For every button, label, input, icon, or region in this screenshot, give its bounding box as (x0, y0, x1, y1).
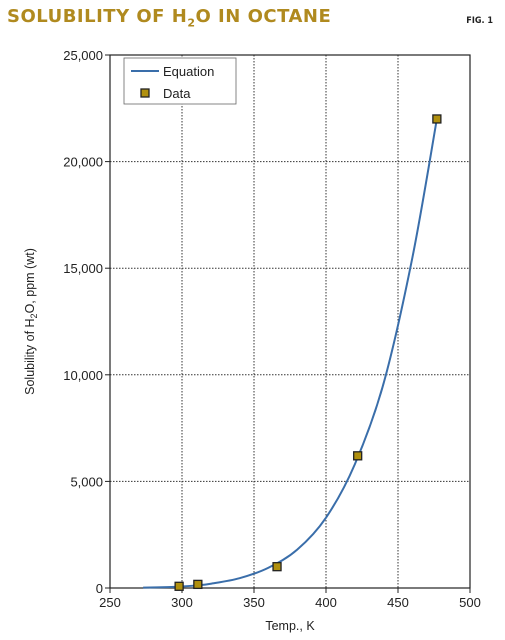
series-line-equation (143, 118, 438, 589)
y-tick-label: 10,000 (63, 368, 103, 383)
y-axis-label-sub: 2 (29, 313, 39, 318)
y-axis-label: Solubility of H2O, ppm (wt) (23, 248, 39, 395)
chart-title-post: O IN OCTANE (195, 6, 332, 27)
data-point (432, 114, 442, 124)
legend: Equation Data (123, 57, 237, 105)
y-axis-label-post: O, ppm (wt) (23, 248, 37, 313)
legend-label-data: Data (163, 86, 191, 101)
chart-title: SOLUBILITY OF H2O IN OCTANE (7, 6, 331, 30)
y-tick-label: 0 (96, 581, 103, 596)
x-tick-label: 250 (99, 595, 121, 610)
y-tick-label: 25,000 (63, 48, 103, 63)
series-group (143, 114, 442, 591)
y-axis-label-pre: Solubility of H (23, 318, 37, 394)
y-axis-ticks: 0 5,000 10,000 15,000 20,000 25,000 (63, 48, 110, 596)
chart-title-sub: 2 (187, 16, 196, 30)
legend-marker-swatch (140, 88, 150, 98)
y-tick-label: 20,000 (63, 155, 103, 170)
x-tick-label: 450 (387, 595, 409, 610)
legend-label-equation: Equation (163, 64, 214, 79)
x-axis-ticks: 250 300 350 400 450 500 (99, 588, 481, 610)
chart-title-pre: SOLUBILITY OF H (7, 6, 188, 27)
plot-frame (109, 54, 471, 589)
grid-lines (110, 55, 470, 588)
data-point (353, 451, 363, 461)
x-tick-label: 300 (171, 595, 193, 610)
legend-box (123, 57, 237, 105)
x-tick-label: 350 (243, 595, 265, 610)
x-axis-label: Temp., K (265, 619, 315, 633)
x-tick-label: 500 (459, 595, 481, 610)
data-point (174, 581, 184, 591)
data-point (193, 579, 203, 590)
x-tick-label: 400 (315, 595, 337, 610)
y-tick-label: 5,000 (70, 474, 103, 489)
data-point (272, 562, 282, 572)
figure-label: FIG. 1 (466, 16, 493, 26)
y-tick-label: 15,000 (63, 261, 103, 276)
